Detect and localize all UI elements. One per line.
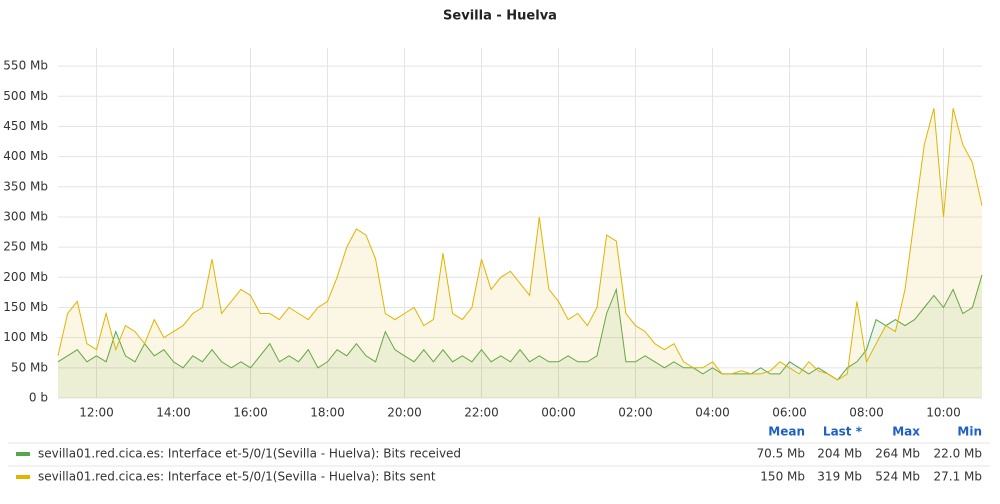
legend-stat: 27.1 Mb <box>933 470 982 484</box>
legend-stat: 524 Mb <box>875 470 920 484</box>
x-tick-label: 08:00 <box>849 406 884 420</box>
y-tick-label: 550 Mb <box>3 59 48 73</box>
area-fill <box>58 108 982 399</box>
x-tick-label: 18:00 <box>310 406 345 420</box>
y-tick-label: 100 Mb <box>3 330 48 344</box>
legend-stat: 264 Mb <box>875 447 920 461</box>
y-tick-label: 200 Mb <box>3 270 48 284</box>
y-tick-label: 350 Mb <box>3 179 48 193</box>
y-tick-label: 400 Mb <box>3 149 48 163</box>
legend-header: Min <box>957 425 982 439</box>
legend-label: sevilla01.red.cica.es: Interface et-5/0/… <box>38 470 436 484</box>
y-tick-label: 0 b <box>29 391 48 405</box>
legend-stat: 70.5 Mb <box>756 447 805 461</box>
y-tick-label: 250 Mb <box>3 240 48 254</box>
legend-header: Max <box>892 425 920 439</box>
area-fill <box>58 274 982 398</box>
x-tick-label: 20:00 <box>387 406 422 420</box>
x-tick-label: 00:00 <box>541 406 576 420</box>
y-tick-label: 450 Mb <box>3 119 48 133</box>
y-tick-label: 300 Mb <box>3 209 48 223</box>
legend-stat: 22.0 Mb <box>933 447 982 461</box>
y-tick-label: 500 Mb <box>3 89 48 103</box>
legend-stat: 204 Mb <box>817 447 862 461</box>
chart-title: Sevilla - Huelva <box>443 9 557 24</box>
legend-stat: 150 Mb <box>760 470 805 484</box>
y-tick-label: 150 Mb <box>3 300 48 314</box>
x-tick-label: 12:00 <box>79 406 114 420</box>
legend-stat: 319 Mb <box>817 470 862 484</box>
legend-swatch <box>16 452 30 456</box>
x-tick-label: 02:00 <box>618 406 653 420</box>
x-tick-label: 16:00 <box>233 406 268 420</box>
y-tick-label: 50 Mb <box>11 360 48 374</box>
x-tick-label: 14:00 <box>156 406 191 420</box>
x-tick-label: 06:00 <box>772 406 807 420</box>
legend-swatch <box>16 475 30 479</box>
x-tick-label: 04:00 <box>695 406 730 420</box>
x-tick-label: 22:00 <box>464 406 499 420</box>
legend-header: Last * <box>823 425 863 439</box>
legend-label: sevilla01.red.cica.es: Interface et-5/0/… <box>38 447 461 461</box>
legend-header: Mean <box>768 425 805 439</box>
series-line <box>57 108 983 381</box>
x-tick-label: 10:00 <box>926 406 961 420</box>
